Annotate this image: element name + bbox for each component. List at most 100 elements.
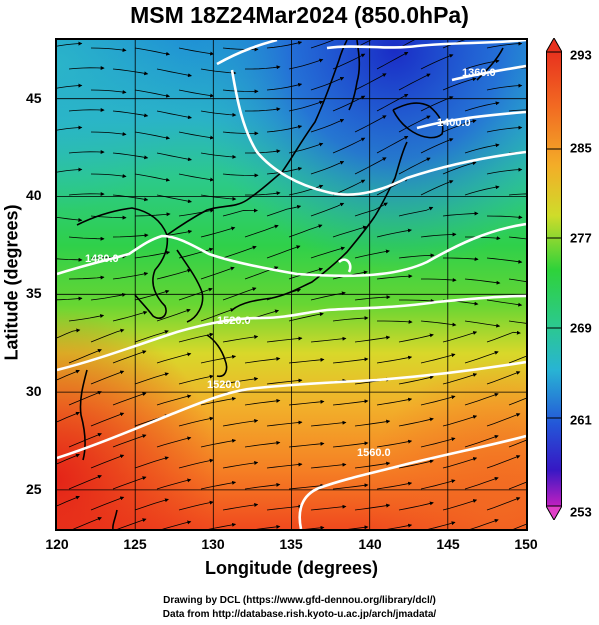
streamline [332, 441, 369, 448]
streamline [244, 224, 279, 238]
streamline [376, 397, 413, 406]
streamline [332, 179, 366, 196]
streamline [398, 73, 431, 91]
streamline [245, 65, 281, 70]
streamline [90, 293, 127, 301]
streamline [156, 268, 192, 280]
streamline [310, 291, 346, 301]
streamline [178, 173, 215, 182]
streamline [90, 454, 125, 469]
streamline [398, 206, 434, 217]
streamline [420, 353, 456, 364]
streamline [288, 100, 324, 112]
streamline [156, 68, 192, 78]
streamline [178, 47, 215, 56]
streamline [200, 194, 237, 201]
streamline [222, 418, 259, 427]
streamline [420, 479, 456, 490]
streamline [112, 110, 149, 118]
streamline [178, 500, 214, 511]
streamline [288, 184, 324, 196]
streamline [68, 66, 105, 71]
streamline [288, 483, 325, 490]
streamline [112, 434, 147, 448]
streamline [465, 236, 501, 241]
x-tick-120: 120 [45, 536, 69, 552]
streamline [156, 308, 191, 322]
streamline [464, 392, 499, 406]
streamline [288, 357, 325, 364]
streamline [376, 51, 409, 70]
streamline [310, 77, 345, 91]
streamline [245, 149, 281, 154]
x-tick-130: 130 [201, 536, 225, 552]
contour-labels: 1360.0 1400.0 1480.0 1520.0 1520.0 1560.0 [85, 67, 496, 459]
streamline [288, 224, 323, 238]
streamline [464, 320, 501, 328]
streamline [57, 125, 83, 131]
streamline [266, 504, 303, 511]
streamline [90, 328, 125, 343]
streamline [112, 271, 149, 280]
y-axis-label: Latitude (degrees) [1, 204, 22, 361]
streamline [256, 524, 281, 529]
x-tick-145: 145 [436, 536, 460, 552]
streamline [90, 131, 127, 137]
streamline [200, 152, 237, 159]
streamline [266, 40, 303, 49]
streamline [244, 398, 281, 406]
streamline [304, 525, 325, 529]
streamline [68, 192, 105, 197]
streamline [90, 47, 127, 53]
streamline [90, 173, 127, 179]
streamline [332, 225, 368, 238]
streamline [442, 415, 478, 427]
streamline [486, 371, 521, 385]
y-tick-40: 40 [26, 187, 42, 203]
colorbar-label-261: 261 [570, 412, 592, 428]
contour-label: 1520.0 [207, 379, 241, 391]
streamline [266, 166, 303, 175]
streamline [398, 333, 434, 343]
streamline [464, 434, 499, 448]
streamline [200, 226, 236, 238]
streamline [420, 437, 456, 448]
streamline [57, 257, 83, 262]
streamline [117, 518, 147, 529]
colorbar-min-arrow [546, 505, 562, 520]
streamline [178, 89, 215, 98]
streamline [200, 68, 237, 75]
streamline [310, 246, 346, 259]
streamline [57, 41, 83, 47]
streamline [57, 369, 80, 381]
streamline [354, 419, 391, 427]
x-tick-150: 150 [514, 536, 538, 552]
streamline [387, 523, 413, 529]
streamline [112, 350, 147, 364]
streamline [310, 336, 347, 343]
streamline [68, 236, 105, 241]
streamline [162, 520, 192, 529]
streamline [332, 316, 369, 322]
streamline [68, 475, 102, 490]
x-axis-label: Longitude (degrees) [204, 558, 378, 578]
streamline [244, 482, 281, 490]
streamline [244, 440, 281, 448]
streamline [178, 131, 215, 140]
streamline [464, 350, 499, 364]
streamline [398, 417, 434, 427]
y-tick-30: 30 [26, 383, 42, 399]
streamline [354, 115, 387, 133]
streamline [222, 173, 259, 178]
streamline [57, 453, 80, 465]
streamline [68, 314, 105, 322]
streamline [470, 518, 499, 529]
streamline [288, 58, 324, 70]
streamline [134, 372, 169, 385]
streamline [508, 193, 526, 196]
streamline [332, 357, 369, 364]
colorbar [546, 38, 562, 520]
streamline [376, 481, 413, 490]
streamline [398, 40, 415, 49]
y-tick-45: 45 [26, 90, 42, 106]
